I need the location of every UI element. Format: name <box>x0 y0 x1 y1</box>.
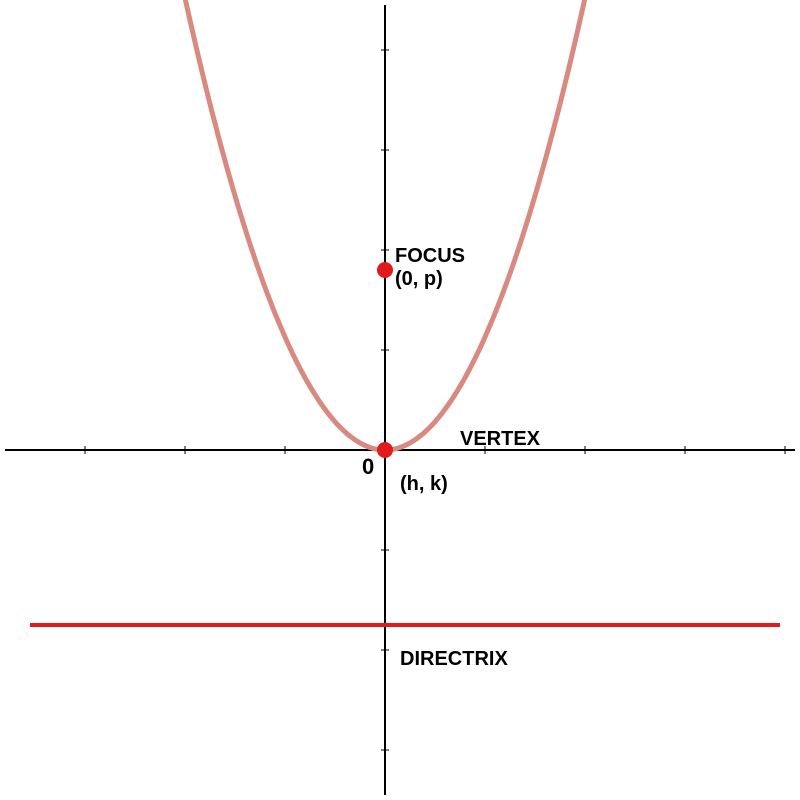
focus-point <box>377 262 393 278</box>
parabola-diagram: FOCUS (0, p) VERTEX (h, k) 0 DIRECTRIX <box>0 0 800 800</box>
origin-label: 0 <box>362 454 374 479</box>
directrix-label: DIRECTRIX <box>400 648 508 670</box>
axis-ticks <box>85 50 785 750</box>
focus-label: FOCUS <box>395 245 465 267</box>
focus-coord-label: (0, p) <box>395 268 443 290</box>
vertex-coord-label: (h, k) <box>400 473 448 495</box>
vertex-point <box>377 442 393 458</box>
vertex-label: VERTEX <box>460 428 541 450</box>
